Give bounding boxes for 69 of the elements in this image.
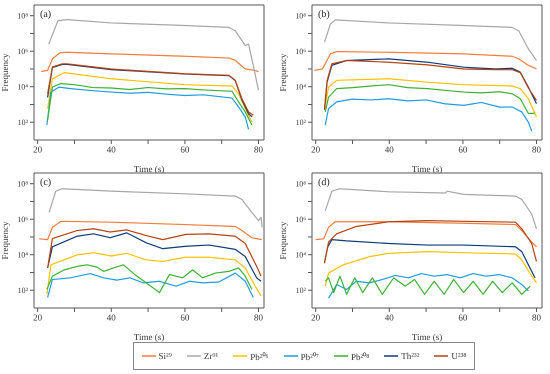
line-series	[38, 220, 262, 240]
chart-title: (d)	[318, 177, 330, 188]
y-tick-label: 10²	[18, 118, 29, 128]
x-tick-label: 20	[311, 312, 321, 322]
y-axis-title: Frequency	[278, 221, 288, 260]
y-tick-label: 10²	[296, 118, 307, 128]
y-tick-label: 10⁸	[295, 180, 306, 189]
x-tick-label: 40	[106, 144, 116, 154]
y-tick-label: 10²	[296, 286, 307, 296]
legend-label: Si²⁹	[158, 351, 172, 361]
y-axis-title: Frequency	[0, 53, 10, 92]
legend-label: Pb²⁰⁸	[350, 350, 370, 362]
x-axis-title: Time (s)	[412, 332, 442, 342]
line-series	[314, 51, 538, 72]
line-series	[324, 19, 538, 62]
line-series	[47, 272, 254, 298]
y-tick-label: 10⁴	[295, 82, 306, 92]
x-tick-label: 40	[384, 312, 394, 322]
x-tick-label: 80	[254, 144, 264, 154]
y-tick-label: 10⁶	[295, 215, 306, 224]
y-tick-label: 10⁶	[295, 47, 306, 56]
line-series	[324, 220, 538, 264]
chart-title: (b)	[318, 9, 330, 20]
line-series	[324, 84, 536, 114]
y-tick-label: 10⁸	[295, 12, 306, 21]
legend-label: Zr⁹¹	[204, 351, 218, 361]
y-axis-title: Frequency	[278, 53, 288, 92]
x-tick-label: 80	[532, 144, 542, 154]
chart-title: (c)	[40, 177, 52, 188]
line-series	[324, 98, 532, 132]
x-tick-label: 60	[458, 144, 468, 154]
line-series	[46, 252, 262, 296]
legend-label: Pb²⁰⁷	[300, 350, 319, 362]
line-series	[328, 272, 529, 299]
y-tick-label: 10⁴	[17, 82, 28, 92]
x-tick-label: 60	[458, 312, 468, 322]
y-tick-label: 10⁶	[17, 215, 28, 224]
x-tick-label: 20	[33, 144, 43, 154]
y-tick-label: 10⁴	[295, 250, 306, 260]
y-axis-title: Frequency	[0, 221, 10, 260]
chart-title: (a)	[40, 9, 52, 20]
line-series	[48, 188, 263, 228]
y-tick-label: 10⁶	[17, 47, 28, 56]
x-axis-title: Time (s)	[134, 332, 164, 342]
x-tick-label: 40	[106, 312, 116, 322]
x-tick-label: 60	[180, 144, 190, 154]
line-series	[47, 72, 252, 122]
line-series	[324, 78, 538, 118]
line-series	[324, 239, 536, 278]
line-series	[315, 221, 538, 248]
legend-label: U²³⁸	[451, 351, 466, 361]
line-series	[324, 276, 531, 295]
y-tick-label: 10⁴	[17, 250, 28, 260]
line-series	[40, 52, 260, 72]
legend-label: Th²³²	[401, 351, 420, 361]
x-tick-label: 60	[180, 312, 190, 322]
y-tick-label: 10²	[18, 286, 29, 296]
x-tick-label: 80	[532, 312, 542, 322]
legend-label: Pb²⁰⁶	[250, 350, 269, 362]
y-tick-label: 10⁸	[17, 180, 28, 189]
line-series	[48, 19, 260, 91]
x-tick-label: 40	[384, 144, 394, 154]
x-tick-label: 20	[311, 144, 321, 154]
line-series	[324, 188, 538, 230]
line-series	[324, 251, 538, 287]
line-series	[46, 264, 252, 294]
y-tick-label: 10⁸	[17, 12, 28, 21]
x-tick-label: 20	[33, 312, 43, 322]
x-tick-label: 80	[254, 312, 264, 322]
